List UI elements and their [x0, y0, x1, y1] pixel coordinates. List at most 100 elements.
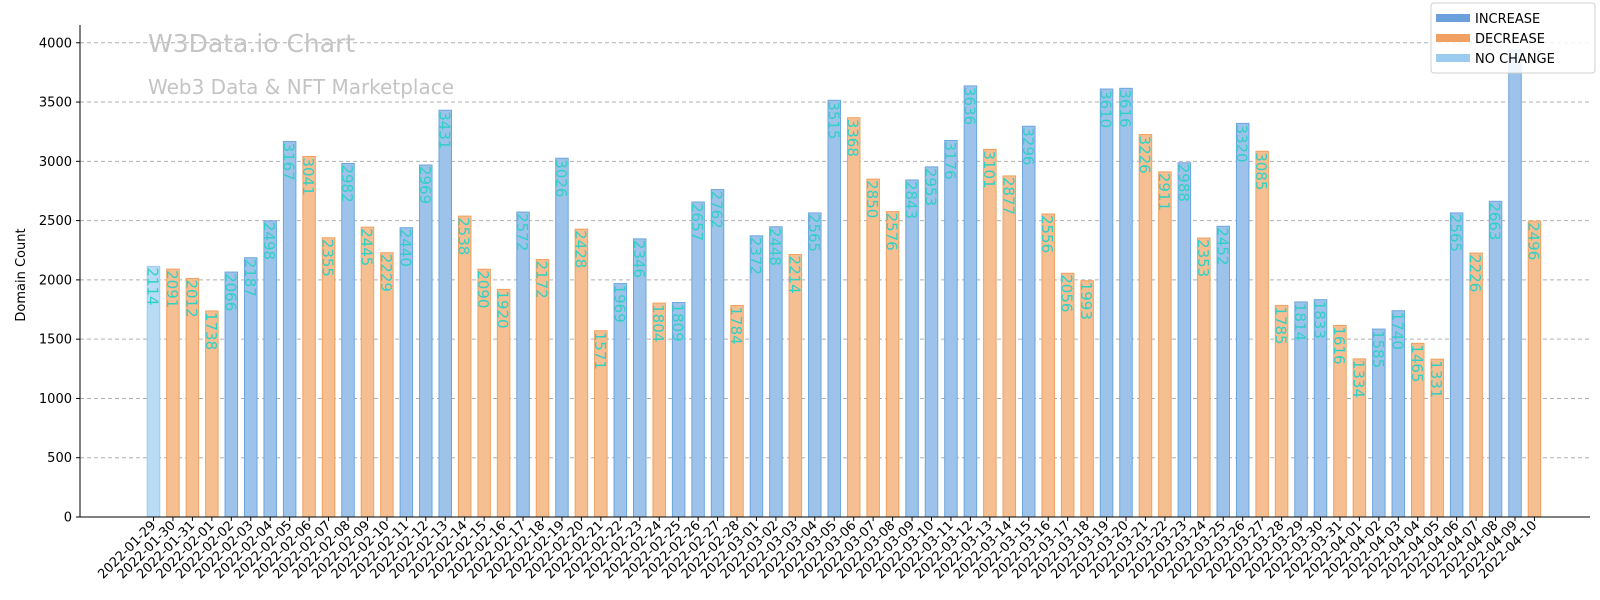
value-label-2022-02-07: 2355: [319, 239, 337, 277]
bar-2022-03-11: [944, 139, 958, 518]
value-label-2022-02-19: 3026: [552, 159, 570, 197]
bar-2022-03-20: [1119, 87, 1133, 518]
value-label-2022-03-17: 2056: [1058, 274, 1076, 312]
bar-2022-02-23: [633, 238, 647, 518]
bar-2022-04-07: [1469, 252, 1483, 518]
bar-2022-02-14: [457, 215, 472, 518]
value-label-2022-03-15: 3296: [1019, 127, 1037, 165]
value-label-2022-03-25: 2452: [1213, 227, 1231, 265]
watermark: W3Data.io Chart Web3 Data & NFT Marketpl…: [148, 29, 454, 99]
bar-2022-02-06: [302, 155, 316, 518]
bar-2022-03-22: [1158, 171, 1172, 518]
value-label-2022-03-20: 3616: [1116, 89, 1134, 127]
value-label-2022-04-03: 1740: [1388, 312, 1406, 350]
value-label-2022-04-05: 1331: [1427, 360, 1445, 398]
value-label-2022-03-24: 2353: [1194, 239, 1212, 277]
value-label-2022-04-01: 1334: [1349, 360, 1367, 398]
value-label-2022-03-29: 1814: [1291, 303, 1309, 341]
value-label-2022-02-27: 2762: [708, 191, 726, 229]
value-label-2022-02-16: 1920: [494, 290, 512, 328]
legend[interactable]: INCREASE DECREASE NO CHANGE: [1430, 2, 1596, 74]
legend-label-nochange[interactable]: NO CHANGE: [1475, 52, 1555, 67]
value-label-2022-02-15: 2090: [474, 270, 492, 308]
y-ticks: 0 500 1000 1500 2000 2500 3000 3500 4000: [39, 36, 80, 526]
bar-2022-03-19: [1099, 88, 1114, 518]
value-label-2022-03-03: 2214: [785, 256, 803, 294]
bar-2022-04-10: [1527, 220, 1542, 518]
bar-2022-02-26: [691, 201, 705, 518]
value-label-2022-03-01: 2372: [746, 237, 764, 275]
value-label-2022-03-22: 2911: [1155, 173, 1173, 211]
x-ticks: 2022-01-292022-01-302022-01-312022-02-01…: [95, 517, 1540, 582]
bar-2022-03-25: [1216, 225, 1230, 518]
bar-2022-03-24: [1197, 237, 1211, 518]
value-label-2022-02-06: 3041: [299, 157, 317, 195]
bar-2022-02-04: [263, 220, 277, 518]
bar-2022-02-10: [380, 252, 394, 518]
value-label-2022-02-21: 1571: [591, 332, 609, 370]
value-label-2022-01-30: 2091: [163, 270, 181, 308]
value-label-2022-03-04: 2565: [805, 214, 823, 252]
value-label-2022-03-21: 3226: [1135, 136, 1153, 174]
bar-2022-03-08: [885, 211, 900, 518]
value-label-2022-04-04: 1465: [1408, 344, 1426, 382]
value-label-2022-02-04: 2498: [260, 222, 278, 260]
value-label-2022-02-12: 2969: [416, 166, 434, 204]
value-label-2022-02-08: 2982: [338, 164, 356, 202]
value-label-2022-02-25: 1809: [669, 304, 687, 342]
value-label-2022-02-03: 2187: [241, 259, 259, 297]
bar-2022-03-02: [769, 226, 783, 518]
bar-2022-03-15: [1022, 125, 1036, 518]
bar-2022-03-04: [808, 212, 822, 518]
bar-2022-02-05: [282, 141, 297, 518]
value-label-2022-02-10: 2229: [377, 254, 395, 292]
y-tick-label: 2000: [39, 273, 72, 288]
y-tick-label: 3000: [39, 155, 72, 170]
y-tick-label: 2500: [39, 214, 72, 229]
bar-2022-02-07: [321, 237, 336, 518]
bar-2022-03-26: [1235, 122, 1250, 518]
value-label-2022-02-20: 2428: [571, 230, 589, 268]
value-label-2022-02-18: 2172: [533, 261, 551, 299]
legend-swatch-nochange: [1436, 54, 1470, 62]
legend-label-increase[interactable]: INCREASE: [1475, 12, 1540, 27]
value-label-2022-03-19: 3610: [1097, 90, 1115, 128]
value-label-2022-03-07: 2850: [863, 180, 881, 218]
value-label-2022-04-08: 2663: [1486, 202, 1504, 240]
value-label-2022-03-02: 2448: [766, 228, 784, 266]
watermark-subtitle: Web3 Data & NFT Marketplace: [148, 75, 454, 99]
value-label-2022-03-09: 2843: [902, 181, 920, 219]
value-label-2022-01-31: 2012: [182, 279, 200, 317]
bar-2022-02-11: [399, 227, 414, 518]
bar-2022-03-10: [924, 166, 939, 518]
value-label-2022-02-23: 2346: [630, 240, 648, 278]
bar-2022-03-21: [1138, 134, 1153, 518]
value-label-2022-02-14: 2538: [455, 217, 473, 255]
bar-2022-03-03: [788, 254, 803, 518]
value-label-2022-03-27: 3085: [1252, 152, 1270, 190]
bar-2022-03-16: [1041, 213, 1055, 518]
bar-2022-03-09: [905, 179, 919, 518]
value-label-2022-01-29: 2114: [144, 267, 162, 305]
y-tick-label: 0: [64, 511, 72, 526]
value-label-2022-04-02: 1585: [1369, 330, 1387, 368]
value-label-2022-03-14: 2877: [999, 177, 1017, 215]
value-label-2022-02-13: 3431: [435, 111, 453, 149]
value-label-2022-02-02: 2066: [221, 273, 239, 311]
value-label-2022-03-13: 3101: [980, 150, 998, 188]
value-label-2022-03-05: 3515: [824, 101, 842, 139]
y-axis-label: Domain Count: [14, 228, 29, 321]
value-label-2022-03-16: 2556: [1038, 215, 1056, 253]
bar-2022-02-12: [419, 164, 433, 518]
value-label-2022-03-12: 3636: [960, 87, 978, 125]
value-label-2022-02-09: 2445: [357, 228, 375, 266]
legend-swatch-increase: [1436, 14, 1470, 22]
value-label-2022-03-06: 3368: [844, 119, 862, 157]
legend-label-decrease[interactable]: DECREASE: [1475, 32, 1545, 47]
bar-2022-02-09: [360, 226, 375, 518]
bar-2022-03-01: [749, 235, 764, 518]
bar-2022-03-07: [866, 178, 880, 518]
bar-2022-03-06: [846, 117, 861, 518]
